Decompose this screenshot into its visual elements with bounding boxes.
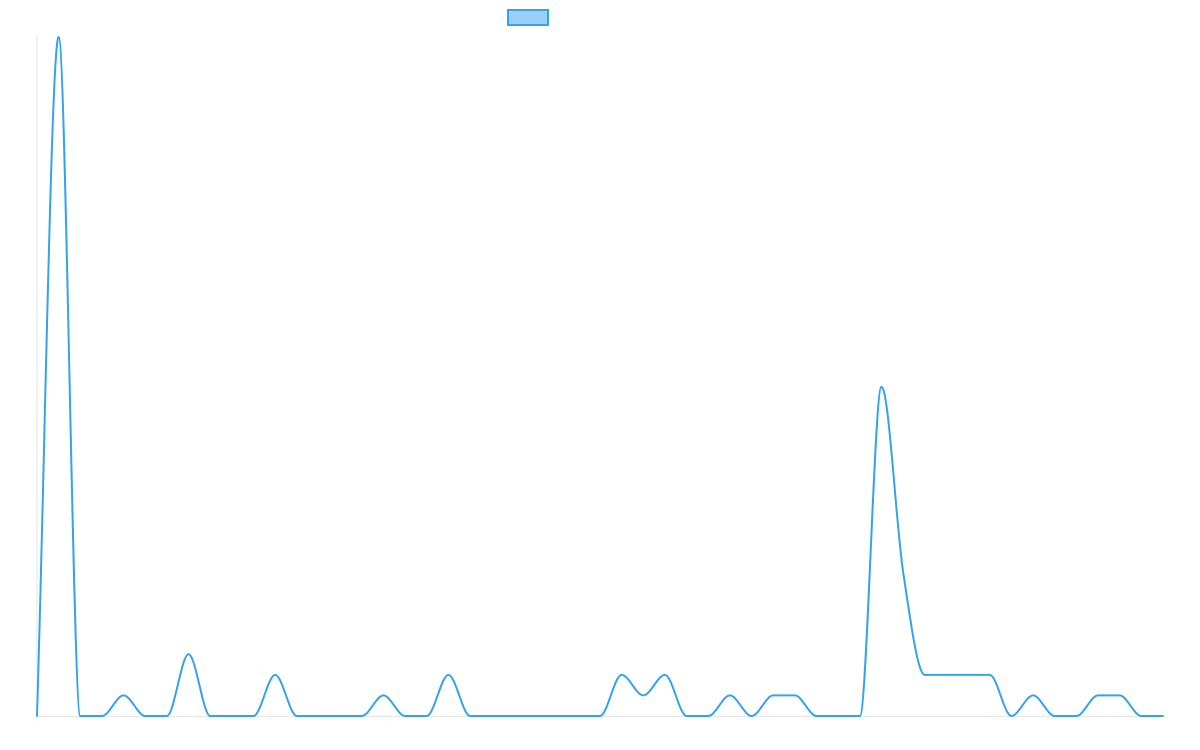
axes xyxy=(36,35,1163,717)
series-layer xyxy=(36,36,1164,717)
series-line-1 xyxy=(36,36,1164,717)
legend[interactable] xyxy=(507,9,549,26)
legend-swatch[interactable] xyxy=(507,9,549,26)
